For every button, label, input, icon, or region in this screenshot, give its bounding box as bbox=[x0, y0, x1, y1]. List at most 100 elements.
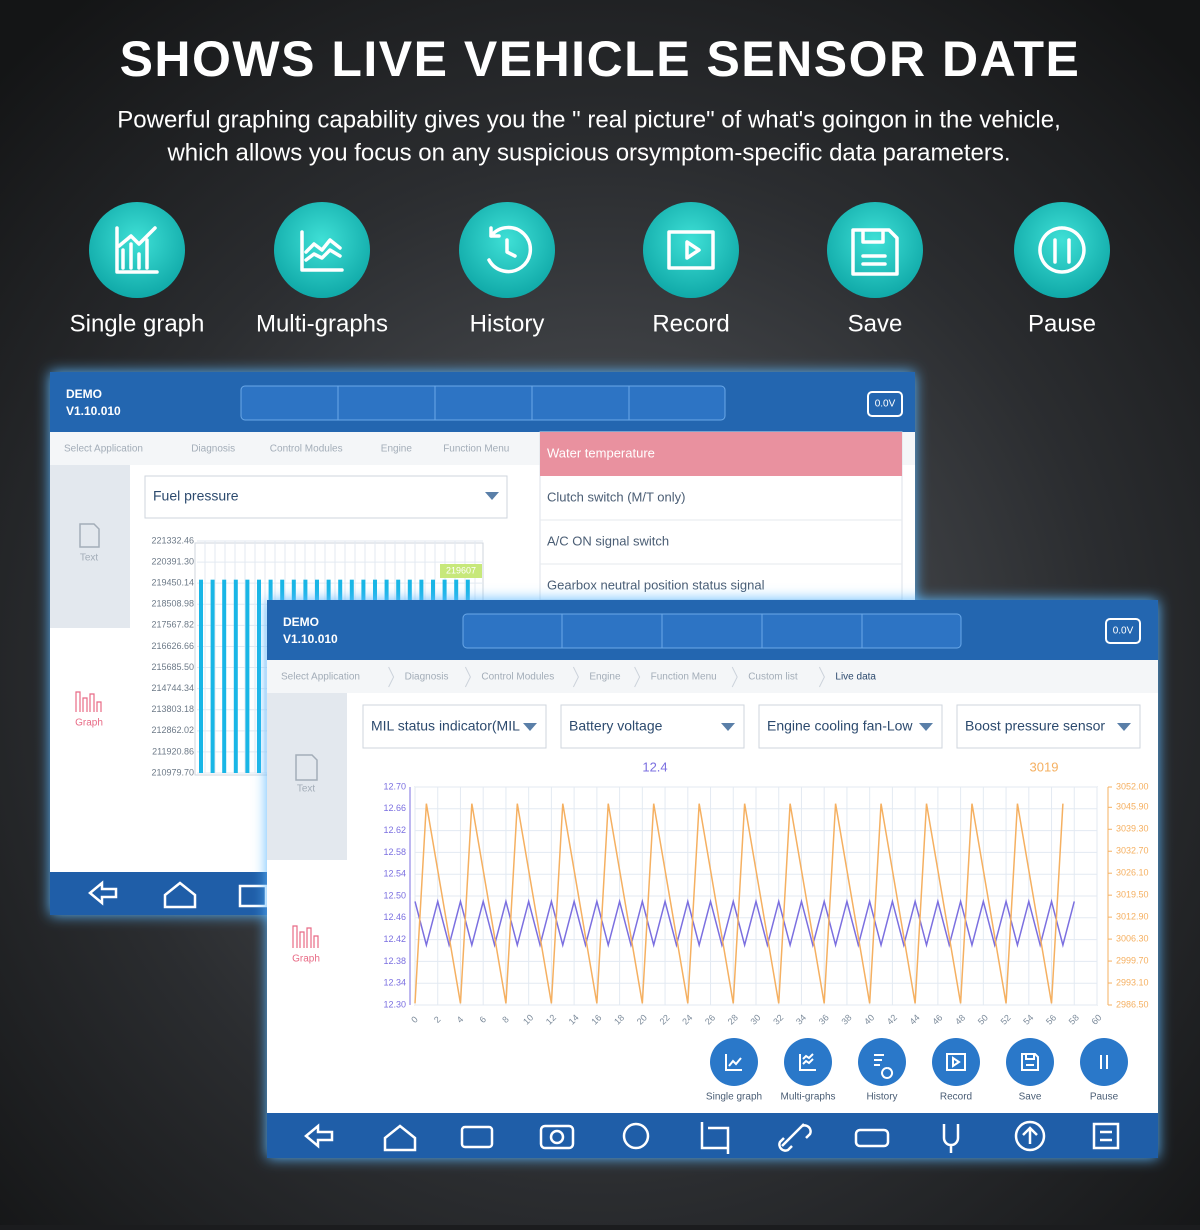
action-label: Record bbox=[940, 1092, 972, 1103]
dropdown-label: Fuel pressure bbox=[153, 488, 239, 504]
toolbar bbox=[240, 385, 726, 421]
y-tick-label: 215685.50 bbox=[151, 662, 194, 672]
breadcrumb-chevron bbox=[388, 666, 395, 688]
feature-glyph bbox=[667, 230, 715, 270]
y-tick-label: 12.54 bbox=[383, 869, 406, 879]
y-tick-label: 212862.02 bbox=[151, 725, 194, 735]
menu-item: A/C ON signal switch bbox=[547, 533, 669, 548]
y-tick-label: 12.38 bbox=[383, 956, 406, 966]
menu-item: Gearbox neutral position status signal bbox=[547, 577, 765, 592]
battery-icon bbox=[867, 391, 903, 417]
series-line bbox=[414, 803, 1064, 1004]
breadcrumb-chevron bbox=[818, 666, 825, 688]
feature-glyph bbox=[300, 230, 344, 272]
action-label: Pause bbox=[1090, 1092, 1119, 1103]
y2-tick-label: 3052.00 bbox=[1116, 781, 1149, 791]
y-tick-label: 218508.98 bbox=[151, 599, 194, 609]
current-value: 219607 bbox=[446, 565, 476, 575]
breadcrumb-chevron bbox=[634, 666, 641, 688]
dropdown[interactable] bbox=[144, 475, 508, 519]
action-button[interactable] bbox=[932, 1038, 980, 1086]
menu-selected[interactable] bbox=[540, 432, 902, 476]
y-tick-label: 210979.70 bbox=[151, 767, 194, 777]
feature-label: Single graph bbox=[70, 310, 205, 337]
y-tick-label: 211920.86 bbox=[152, 746, 194, 756]
dropdown[interactable] bbox=[560, 704, 745, 749]
sidebar-icon bbox=[79, 523, 100, 548]
feature-glyph bbox=[1038, 226, 1086, 274]
dropdown[interactable] bbox=[362, 704, 547, 749]
subtitle: Powerful graphing capability gives you t… bbox=[117, 106, 1061, 133]
feature-label: Multi-graphs bbox=[256, 310, 388, 337]
y-tick-label: 12.66 bbox=[383, 803, 406, 813]
series-line bbox=[414, 898, 1075, 949]
bar bbox=[245, 579, 250, 773]
action-button[interactable] bbox=[1080, 1038, 1128, 1086]
nav-icons bbox=[304, 1120, 1120, 1154]
toolbar bbox=[462, 613, 962, 649]
y-tick-label: 12.30 bbox=[383, 999, 406, 1009]
action-icon bbox=[725, 1054, 742, 1071]
breadcrumb-item: Control Modules bbox=[481, 672, 554, 683]
sidebar-item: Graph bbox=[292, 954, 320, 965]
action-button[interactable] bbox=[858, 1038, 906, 1086]
y2-tick-label: 2999.70 bbox=[1116, 955, 1149, 965]
dropdown-label: Engine cooling fan-Low bbox=[767, 718, 913, 734]
bar bbox=[210, 579, 215, 773]
demo-label: DEMO bbox=[66, 387, 102, 401]
feature-label: Save bbox=[848, 310, 903, 337]
breadcrumb-chevron bbox=[572, 666, 579, 688]
action-icon bbox=[946, 1053, 966, 1071]
toolbar-divider bbox=[337, 386, 630, 420]
breadcrumb-item: Control Modules bbox=[270, 444, 343, 455]
dropdown-label: MIL status indicator(MIL bbox=[371, 718, 520, 734]
action-icon bbox=[799, 1053, 816, 1071]
breadcrumb-item: Engine bbox=[589, 672, 621, 683]
sidebar-item: Text bbox=[297, 784, 316, 795]
feature-icon bbox=[89, 202, 185, 298]
action-label: Save bbox=[1019, 1092, 1042, 1103]
y-tick-label: 214744.34 bbox=[151, 683, 194, 693]
action-icon bbox=[874, 1054, 894, 1079]
bar bbox=[199, 579, 203, 773]
action-label: Single graph bbox=[706, 1092, 762, 1103]
x-tick-label: 0 bbox=[409, 1014, 420, 1025]
y2-tick-label: 2993.10 bbox=[1116, 977, 1149, 987]
y-tick-label: 12.50 bbox=[383, 890, 406, 900]
breadcrumb-chevron bbox=[464, 666, 471, 688]
feature-label: History bbox=[470, 310, 545, 337]
y2-tick-label: 3039.30 bbox=[1116, 824, 1149, 834]
action-button[interactable] bbox=[1006, 1038, 1054, 1086]
y-tick-label: 12.46 bbox=[383, 912, 406, 922]
y2-tick-label: 3006.30 bbox=[1116, 933, 1149, 943]
y-tick-label: 220391.30 bbox=[151, 556, 194, 566]
action-icon bbox=[1100, 1055, 1108, 1069]
toolbar-divider bbox=[561, 614, 863, 648]
breadcrumb-item: Custom list bbox=[748, 672, 798, 683]
subtitle: which allows you focus on any suspicious… bbox=[166, 139, 1010, 166]
dropdown[interactable] bbox=[956, 704, 1141, 749]
current-value: 12.4 bbox=[642, 759, 667, 774]
breadcrumb-item: Function Menu bbox=[443, 444, 509, 455]
battery-label: 0.0V bbox=[1113, 626, 1134, 637]
x-tick-label: 6 bbox=[477, 1014, 488, 1025]
action-icon bbox=[1021, 1053, 1039, 1071]
y-tick-label: 12.42 bbox=[383, 934, 406, 944]
sidebar-icon bbox=[295, 754, 318, 781]
feature-icon bbox=[643, 202, 739, 298]
dropdown[interactable] bbox=[758, 704, 943, 749]
breadcrumb-item: Function Menu bbox=[651, 672, 717, 683]
battery-label: 0.0V bbox=[875, 399, 896, 410]
breadcrumb-item: Diagnosis bbox=[405, 672, 449, 683]
y-tick-label: 12.70 bbox=[383, 781, 406, 791]
y2-tick-label: 3026.10 bbox=[1116, 868, 1149, 878]
sidebar-item: Text bbox=[80, 553, 99, 564]
battery-icon bbox=[1105, 618, 1141, 644]
sidebar-item: Graph bbox=[75, 718, 103, 729]
bar bbox=[257, 579, 261, 773]
current-value: 3019 bbox=[1030, 759, 1059, 774]
menu-divider bbox=[540, 519, 902, 565]
menu-item: Clutch switch (M/T only) bbox=[547, 489, 685, 504]
y-tick-label: 219450.14 bbox=[151, 578, 194, 588]
